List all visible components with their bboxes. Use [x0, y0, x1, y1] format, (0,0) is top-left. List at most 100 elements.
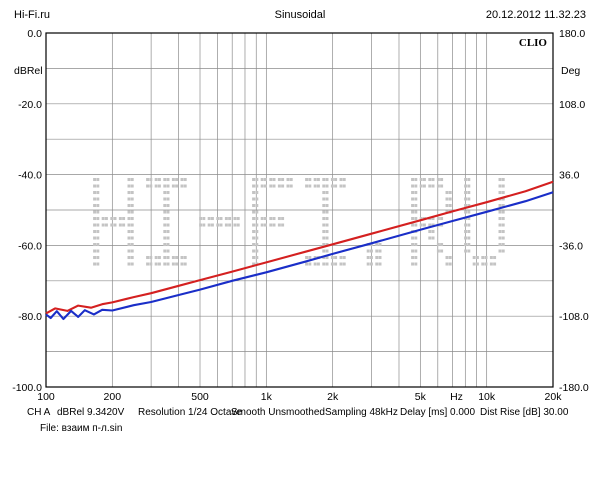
watermark-dot — [166, 249, 170, 253]
watermark-dot — [96, 210, 100, 214]
watermark-dot — [436, 243, 440, 247]
watermark-dot — [175, 178, 179, 182]
watermark-dot — [127, 184, 131, 188]
x-tick-label: 1k — [261, 391, 273, 403]
watermark-dot — [146, 184, 150, 188]
watermark-dot — [375, 256, 379, 260]
watermark-dot — [498, 230, 502, 234]
watermark-dot — [498, 243, 502, 247]
watermark-dot — [130, 256, 134, 260]
watermark-dot — [219, 217, 223, 221]
watermark-dot — [493, 262, 497, 266]
watermark-dot — [322, 204, 326, 208]
watermark-dot — [269, 217, 273, 221]
watermark-dot — [96, 178, 100, 182]
y2-tick-label: 108.0 — [559, 99, 585, 111]
watermark-dot — [411, 236, 415, 240]
watermark-dot — [322, 217, 326, 221]
watermark-dot — [375, 262, 379, 266]
watermark-dot — [127, 256, 131, 260]
watermark-dot — [325, 243, 329, 247]
watermark-dot — [272, 178, 276, 182]
watermark-dot — [260, 178, 264, 182]
watermark-dot — [269, 223, 273, 227]
watermark-dot — [110, 217, 114, 221]
watermark-dot — [378, 262, 382, 266]
watermark-dot — [440, 178, 444, 182]
watermark-dot — [428, 236, 432, 240]
watermark-dot — [366, 256, 370, 260]
watermark-dot — [325, 204, 329, 208]
watermark-dot — [464, 191, 468, 195]
watermark-dot — [183, 184, 187, 188]
watermark-dot — [322, 210, 326, 214]
watermark-dot — [501, 243, 505, 247]
watermark-dot — [127, 243, 131, 247]
watermark-dot — [252, 223, 256, 227]
watermark-dot — [419, 184, 423, 188]
watermark-dot — [369, 262, 373, 266]
watermark-dot — [445, 191, 449, 195]
watermark-dot — [104, 223, 108, 227]
channel-label: CH A — [27, 407, 51, 418]
watermark-dot — [163, 256, 167, 260]
watermark-dot — [322, 197, 326, 201]
watermark-dot — [414, 210, 418, 214]
watermark-dot — [93, 262, 97, 266]
watermark-dot — [163, 223, 167, 227]
watermark-dot — [414, 243, 418, 247]
watermark-dot — [252, 262, 256, 266]
watermark-dot — [255, 256, 259, 260]
watermark-dot — [118, 217, 122, 221]
watermark-dot — [498, 236, 502, 240]
watermark-dot — [93, 236, 97, 240]
watermark-dot — [130, 210, 134, 214]
watermark-dot — [342, 178, 346, 182]
watermark-dot — [96, 204, 100, 208]
y2-tick-label: -180.0 — [559, 382, 589, 394]
watermark-dot — [431, 217, 435, 221]
watermark-dot — [166, 204, 170, 208]
watermark-dot — [308, 184, 312, 188]
watermark-dot — [255, 210, 259, 214]
watermark-dot — [127, 210, 131, 214]
delay-label: Delay [ms] 0.000 — [400, 407, 476, 418]
y-tick-label: -40.0 — [18, 170, 42, 182]
watermark-dot — [277, 184, 281, 188]
y-tick-label: -60.0 — [18, 240, 42, 252]
watermark-dot — [199, 223, 203, 227]
watermark-dot — [146, 262, 150, 266]
watermark-dot — [411, 223, 415, 227]
watermark-dot — [464, 223, 468, 227]
watermark-dot — [175, 256, 179, 260]
y2-tick-label: -108.0 — [559, 311, 589, 323]
watermark-dot — [414, 217, 418, 221]
watermark-dot — [316, 184, 320, 188]
watermark-dot — [96, 249, 100, 253]
x-tick-label: 200 — [104, 391, 122, 403]
watermark-dot — [411, 256, 415, 260]
file-name-label: File: взаим п-л.sin — [40, 423, 123, 434]
watermark-dot — [166, 236, 170, 240]
watermark-dot — [277, 223, 281, 227]
watermark-dot — [428, 230, 432, 234]
watermark-dot — [252, 210, 256, 214]
watermark-dot — [166, 223, 170, 227]
watermark-dot — [272, 217, 276, 221]
watermark-dot — [330, 184, 334, 188]
watermark-dot — [484, 256, 488, 260]
watermark-dot — [166, 256, 170, 260]
watermark-dot — [445, 204, 449, 208]
smoothing-label: Smooth Unsmoothed — [231, 407, 325, 418]
watermark-dot — [157, 262, 161, 266]
series-line-2 — [45, 191, 554, 321]
watermark-dot — [325, 210, 329, 214]
watermark-dot — [263, 217, 267, 221]
watermark-dot — [260, 217, 264, 221]
x-tick-label: 20k — [545, 391, 563, 403]
x-tick-label: 5k — [415, 391, 427, 403]
watermark-dot — [255, 249, 259, 253]
watermark-dot — [281, 178, 285, 182]
watermark-dot — [122, 217, 126, 221]
watermark-dot — [286, 178, 290, 182]
